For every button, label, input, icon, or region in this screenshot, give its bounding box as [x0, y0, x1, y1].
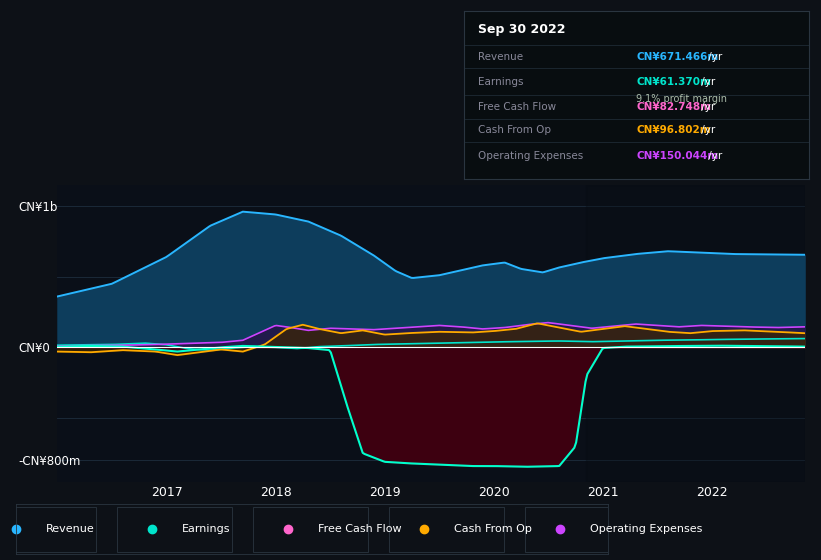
Text: /yr: /yr: [704, 52, 722, 62]
Text: Cash From Op: Cash From Op: [478, 125, 551, 136]
Text: 9.1% profit margin: 9.1% profit margin: [636, 94, 727, 104]
Text: /yr: /yr: [699, 102, 716, 112]
Text: Revenue: Revenue: [478, 52, 523, 62]
Text: /yr: /yr: [699, 77, 716, 87]
Text: Cash From Op: Cash From Op: [454, 524, 532, 534]
Text: Operating Expenses: Operating Expenses: [589, 524, 702, 534]
Text: Earnings: Earnings: [182, 524, 231, 534]
Text: Revenue: Revenue: [46, 524, 94, 534]
Text: Earnings: Earnings: [478, 77, 523, 87]
Text: Operating Expenses: Operating Expenses: [478, 151, 583, 161]
Bar: [586, 185, 805, 482]
Text: CN¥61.370m: CN¥61.370m: [636, 77, 711, 87]
Text: CN¥150.044m: CN¥150.044m: [636, 151, 718, 161]
Text: CN¥671.466m: CN¥671.466m: [636, 52, 718, 62]
Text: CN¥96.802m: CN¥96.802m: [636, 125, 711, 136]
Text: /yr: /yr: [699, 125, 716, 136]
Text: /yr: /yr: [704, 151, 722, 161]
Text: Free Cash Flow: Free Cash Flow: [318, 524, 401, 534]
Text: Sep 30 2022: Sep 30 2022: [478, 23, 565, 36]
Text: Free Cash Flow: Free Cash Flow: [478, 102, 556, 112]
Text: CN¥82.748m: CN¥82.748m: [636, 102, 711, 112]
